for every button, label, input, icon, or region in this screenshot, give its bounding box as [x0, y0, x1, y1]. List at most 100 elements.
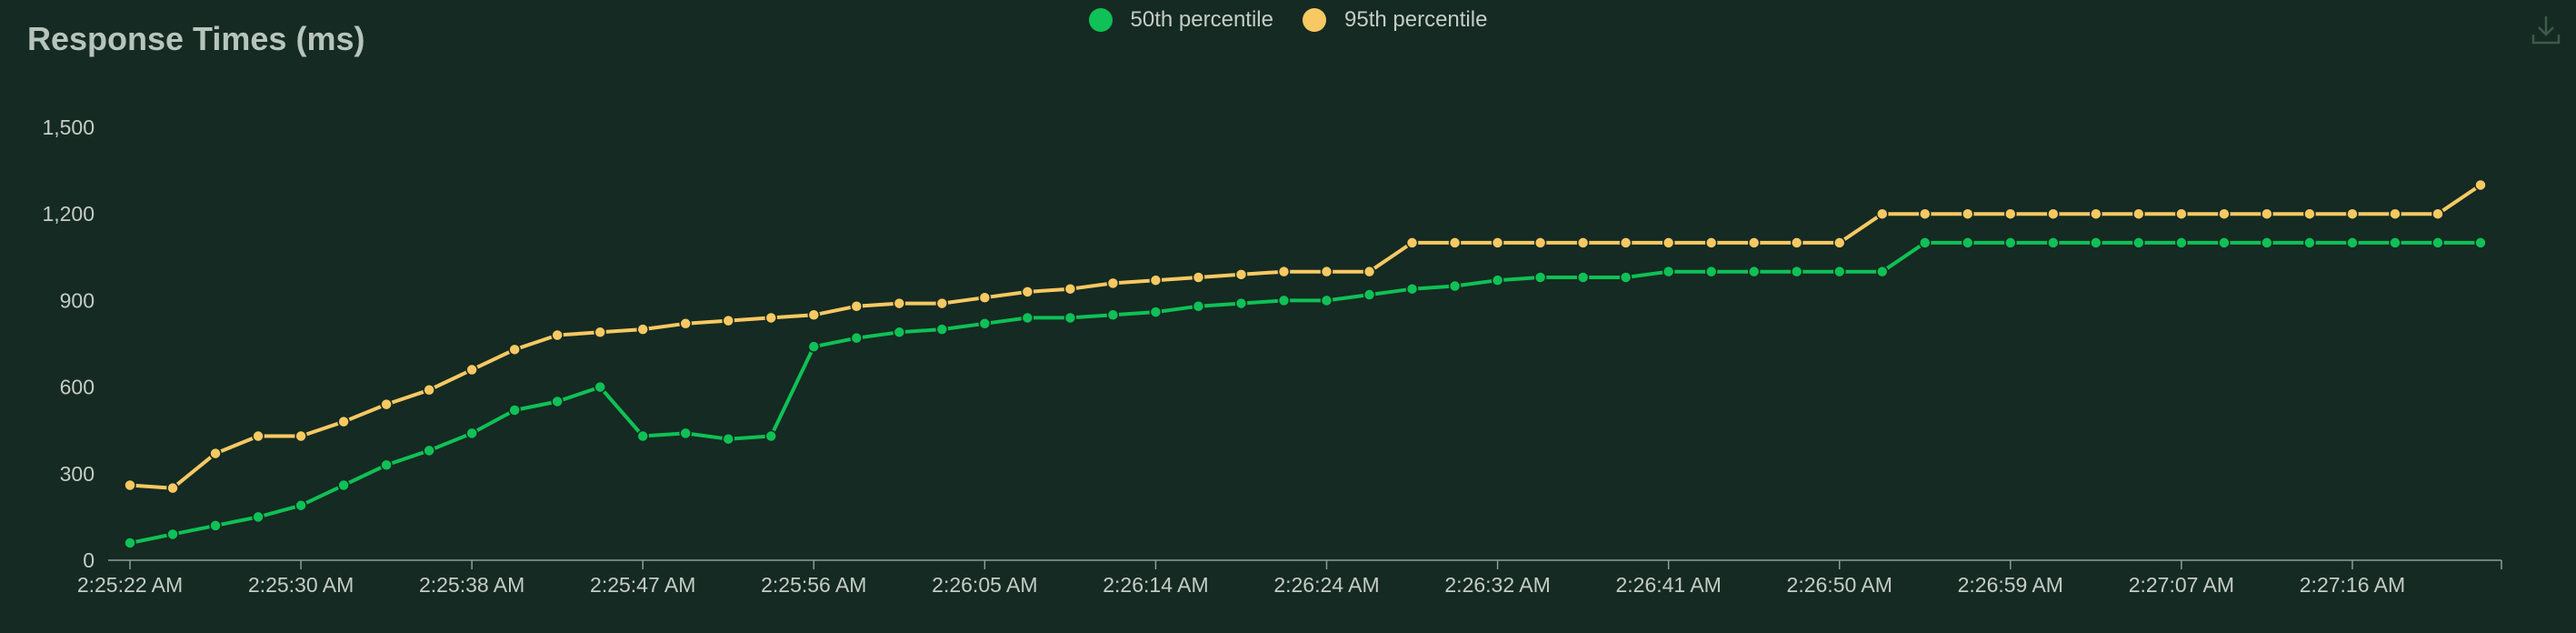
data-point[interactable]: [2474, 236, 2487, 249]
data-point[interactable]: [764, 311, 778, 325]
data-point[interactable]: [1962, 236, 1974, 249]
data-point[interactable]: [1448, 279, 1462, 293]
data-point[interactable]: [1533, 271, 1547, 284]
data-point[interactable]: [2431, 236, 2444, 249]
data-point[interactable]: [2132, 207, 2145, 220]
data-point[interactable]: [1491, 236, 1504, 249]
data-point[interactable]: [2004, 207, 2017, 220]
data-point[interactable]: [2431, 207, 2444, 220]
data-point[interactable]: [209, 519, 222, 532]
data-point[interactable]: [1832, 265, 1846, 278]
data-point[interactable]: [508, 404, 521, 417]
data-point[interactable]: [337, 478, 350, 492]
data-point[interactable]: [124, 537, 136, 549]
data-point[interactable]: [636, 429, 649, 443]
data-point[interactable]: [423, 384, 435, 397]
data-point[interactable]: [807, 340, 821, 353]
data-point[interactable]: [764, 429, 778, 443]
data-point[interactable]: [1832, 236, 1846, 249]
data-point[interactable]: [2303, 207, 2316, 220]
data-point[interactable]: [594, 380, 606, 394]
data-point[interactable]: [1704, 236, 1718, 249]
data-point[interactable]: [893, 326, 906, 339]
data-point[interactable]: [551, 328, 564, 342]
data-point[interactable]: [2047, 207, 2060, 220]
data-point[interactable]: [1619, 271, 1632, 284]
data-point[interactable]: [1962, 207, 1974, 220]
data-point[interactable]: [2346, 207, 2359, 220]
data-point[interactable]: [295, 498, 307, 512]
data-point[interactable]: [1747, 265, 1761, 278]
data-point[interactable]: [1704, 265, 1718, 278]
data-point[interactable]: [850, 331, 864, 345]
data-point[interactable]: [1149, 306, 1163, 318]
data-point[interactable]: [380, 397, 393, 411]
data-point[interactable]: [2261, 236, 2273, 249]
data-point[interactable]: [2389, 207, 2401, 220]
data-point[interactable]: [1747, 236, 1761, 249]
data-point[interactable]: [252, 510, 265, 524]
data-point[interactable]: [1790, 265, 1803, 278]
data-point[interactable]: [1063, 311, 1077, 325]
data-point[interactable]: [166, 481, 179, 495]
data-point[interactable]: [423, 444, 435, 457]
data-point[interactable]: [124, 478, 136, 492]
data-point[interactable]: [1277, 294, 1291, 307]
data-point[interactable]: [2261, 207, 2273, 220]
data-point[interactable]: [1277, 265, 1291, 278]
legend-item-p50[interactable]: 50th percentile: [1088, 7, 1273, 33]
data-point[interactable]: [1063, 282, 1077, 296]
data-point[interactable]: [935, 296, 949, 310]
data-point[interactable]: [636, 323, 649, 336]
data-point[interactable]: [1021, 311, 1034, 325]
data-point[interactable]: [1405, 282, 1419, 296]
data-point[interactable]: [2474, 178, 2487, 192]
data-point[interactable]: [295, 429, 307, 443]
data-point[interactable]: [1320, 294, 1333, 307]
data-point[interactable]: [1576, 236, 1590, 249]
data-point[interactable]: [1149, 274, 1163, 286]
data-point[interactable]: [2346, 236, 2359, 249]
data-point[interactable]: [2389, 236, 2401, 249]
data-point[interactable]: [2132, 236, 2145, 249]
data-point[interactable]: [2090, 207, 2102, 220]
data-point[interactable]: [1234, 296, 1248, 310]
data-point[interactable]: [594, 326, 606, 339]
data-point[interactable]: [2218, 236, 2231, 249]
data-point[interactable]: [1875, 265, 1889, 278]
data-point[interactable]: [722, 314, 735, 327]
data-point[interactable]: [2218, 207, 2231, 220]
data-point[interactable]: [2303, 236, 2316, 249]
data-point[interactable]: [465, 427, 478, 440]
data-point[interactable]: [1106, 308, 1120, 322]
data-point[interactable]: [508, 343, 521, 357]
data-point[interactable]: [1619, 236, 1632, 249]
data-point[interactable]: [2175, 236, 2188, 249]
data-point[interactable]: [1363, 265, 1376, 278]
data-point[interactable]: [679, 317, 692, 330]
data-point[interactable]: [2047, 236, 2060, 249]
legend-item-p95[interactable]: 95th percentile: [1303, 7, 1487, 33]
data-point[interactable]: [935, 323, 949, 336]
data-point[interactable]: [1363, 288, 1376, 301]
data-point[interactable]: [1919, 207, 1932, 220]
data-point[interactable]: [1192, 299, 1205, 313]
data-point[interactable]: [2090, 236, 2102, 249]
data-point[interactable]: [850, 299, 864, 313]
data-point[interactable]: [978, 317, 992, 330]
data-point[interactable]: [1533, 236, 1547, 249]
data-point[interactable]: [1662, 236, 1675, 249]
data-point[interactable]: [1234, 268, 1248, 281]
data-point[interactable]: [465, 363, 478, 377]
data-point[interactable]: [722, 432, 735, 446]
data-point[interactable]: [551, 395, 564, 408]
data-point[interactable]: [1448, 236, 1462, 249]
data-point[interactable]: [1576, 271, 1590, 284]
data-point[interactable]: [893, 296, 906, 310]
data-point[interactable]: [380, 458, 393, 472]
data-point[interactable]: [1021, 286, 1034, 298]
data-point[interactable]: [807, 308, 821, 322]
data-point[interactable]: [679, 427, 692, 440]
data-point[interactable]: [1192, 271, 1205, 284]
data-point[interactable]: [1875, 207, 1889, 220]
